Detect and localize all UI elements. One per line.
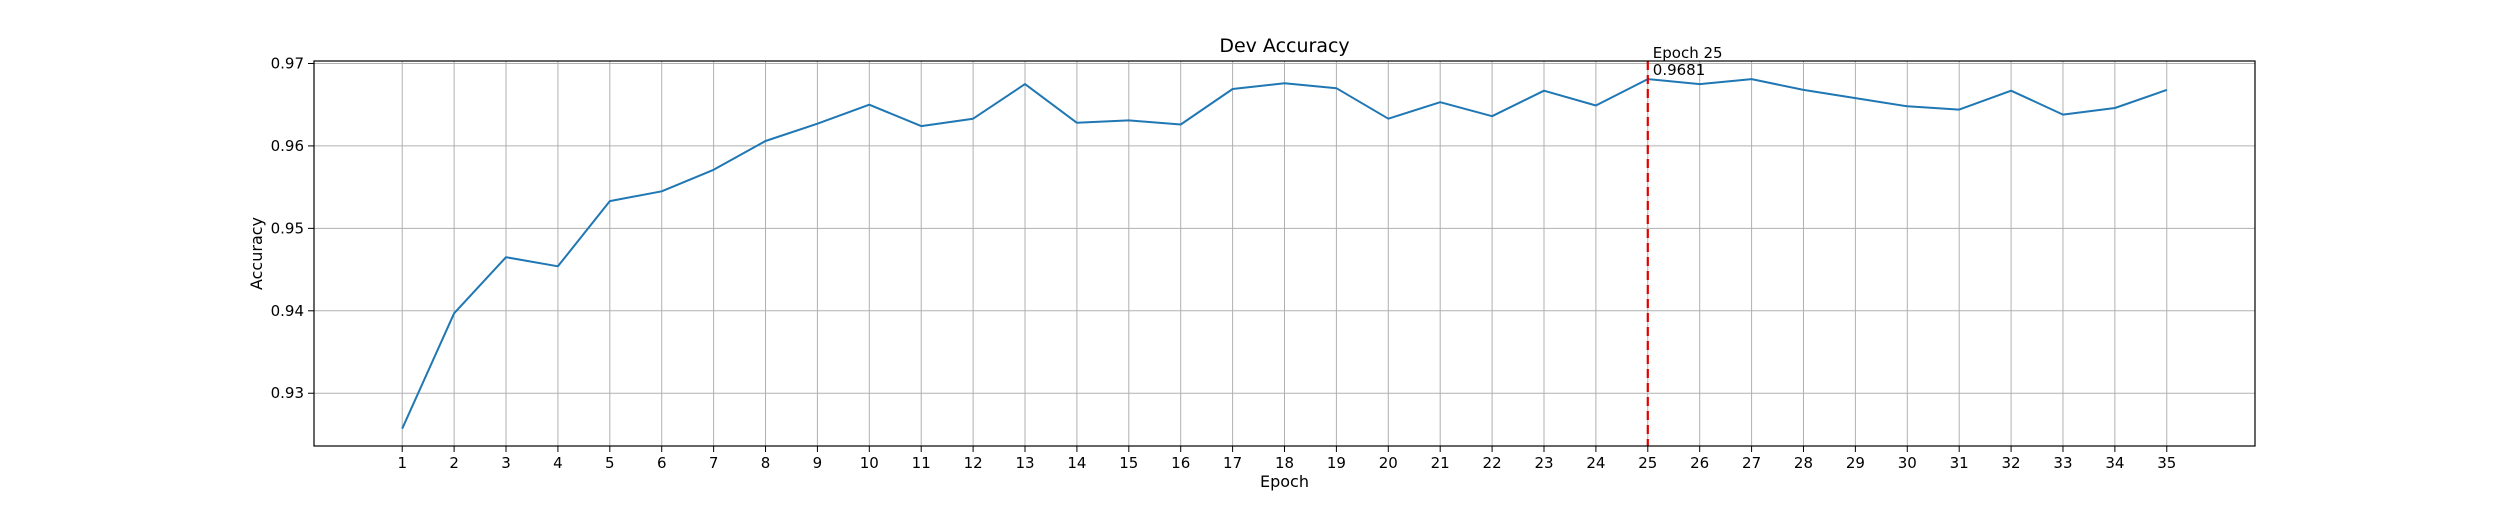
x-tick-label: 1 [397, 454, 407, 472]
x-tick-label: 34 [2105, 454, 2124, 472]
chart-title: Dev Accuracy [1219, 35, 1349, 57]
y-tick-label: 0.94 [271, 302, 304, 320]
x-tick-label: 31 [1950, 454, 1969, 472]
x-tick-label: 17 [1223, 454, 1242, 472]
x-tick-label: 5 [605, 454, 615, 472]
x-tick-label: 9 [813, 454, 823, 472]
x-tick-label: 4 [553, 454, 563, 472]
x-tick-label: 16 [1171, 454, 1190, 472]
y-tick-label: 0.93 [271, 384, 304, 402]
x-tick-label: 22 [1483, 454, 1502, 472]
x-tick-label: 19 [1327, 454, 1346, 472]
y-tick-label: 0.96 [271, 137, 304, 155]
x-tick-label: 6 [657, 454, 667, 472]
x-tick-label: 28 [1794, 454, 1813, 472]
x-axis-label: Epoch [1260, 472, 1309, 491]
x-tick-label: 20 [1379, 454, 1398, 472]
x-tick-label: 35 [2157, 454, 2176, 472]
x-tick-label: 27 [1742, 454, 1761, 472]
x-tick-label: 25 [1638, 454, 1657, 472]
y-tick-label: 0.95 [271, 219, 304, 237]
x-tick-label: 8 [761, 454, 771, 472]
x-tick-label: 30 [1898, 454, 1917, 472]
marker-label-value: 0.9681 [1653, 61, 1706, 79]
x-tick-label: 18 [1275, 454, 1294, 472]
x-tick-label: 7 [709, 454, 719, 472]
x-tick-label: 2 [449, 454, 459, 472]
x-tick-label: 33 [2053, 454, 2072, 472]
x-tick-label: 12 [964, 454, 983, 472]
x-tick-label: 14 [1067, 454, 1086, 472]
x-tick-label: 23 [1534, 454, 1553, 472]
x-tick-label: 10 [860, 454, 879, 472]
x-tick-label: 32 [2002, 454, 2021, 472]
y-tick-label: 0.97 [271, 54, 304, 72]
x-tick-label: 29 [1846, 454, 1865, 472]
x-tick-label: 15 [1119, 454, 1138, 472]
x-tick-label: 13 [1015, 454, 1034, 472]
x-tick-label: 21 [1431, 454, 1450, 472]
x-tick-label: 24 [1586, 454, 1605, 472]
x-tick-label: 3 [501, 454, 511, 472]
x-tick-label: 26 [1690, 454, 1709, 472]
x-tick-label: 11 [912, 454, 931, 472]
y-axis-label: Accuracy [247, 217, 266, 290]
marker-label-epoch: Epoch 25 [1653, 44, 1723, 62]
